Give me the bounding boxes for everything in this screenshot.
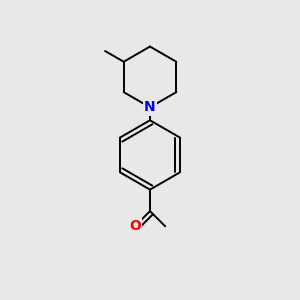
- Text: O: O: [129, 219, 141, 233]
- Text: N: N: [144, 100, 156, 114]
